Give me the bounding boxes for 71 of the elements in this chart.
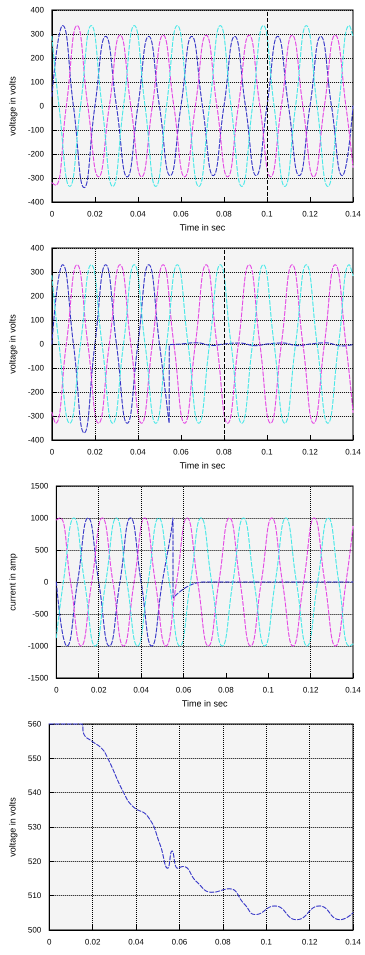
- x-tick-label: 0.06: [173, 210, 190, 218]
- x-tick-label: 0.12: [302, 938, 318, 946]
- y-tick-label: 500: [35, 546, 49, 554]
- x-tick-label: 0.14: [345, 448, 362, 456]
- x-tick-label: 0.08: [215, 938, 232, 946]
- y-tick-label: 1000: [30, 514, 49, 522]
- x-tick-label: 0.08: [216, 448, 232, 456]
- y-tick-label: 560: [28, 720, 42, 728]
- x-tick-label: 0.02: [84, 938, 101, 946]
- y-tick-label: -300: [28, 412, 44, 420]
- x-tick-label: 0.02: [90, 686, 108, 694]
- y-tick-label: 400: [30, 6, 44, 14]
- x-tick-label: 0.04: [130, 210, 146, 218]
- y-tick-label: 0: [44, 578, 49, 586]
- y-tick-label: 540: [28, 788, 42, 798]
- line-series: [56, 518, 354, 646]
- y-tick-label: 500: [28, 926, 42, 934]
- x-axis-title: Time in sec: [182, 698, 228, 708]
- y-tick-label: -300: [28, 174, 44, 182]
- x-axis-title: Time in sec: [180, 460, 226, 470]
- x-tick-label: 0.1: [262, 686, 274, 694]
- x-tick-label: 0.08: [218, 686, 234, 694]
- y-axis-title: voltage in volts: [8, 796, 18, 857]
- y-tick-label: -100: [28, 126, 44, 134]
- x-tick-label: 0.1: [261, 448, 274, 456]
- y-tick-label: -1500: [28, 674, 49, 682]
- y-tick-label: -200: [28, 150, 44, 158]
- y-axis-title: current in amp: [8, 553, 18, 611]
- y-tick-label: 100: [30, 78, 44, 86]
- y-tick-label: 520: [28, 856, 42, 866]
- y-tick-label: 510: [28, 891, 42, 900]
- x-tick-label: 0.12: [302, 448, 318, 456]
- y-tick-label: 0: [39, 340, 44, 348]
- y-tick-label: 100: [30, 316, 44, 324]
- x-tick-label: 0.06: [172, 938, 188, 946]
- x-tick-label: 0.04: [130, 448, 146, 456]
- y-tick-label: 1500: [30, 482, 49, 490]
- x-tick-label: 0.12: [302, 686, 319, 694]
- x-axis-title: Time in sec: [180, 222, 226, 232]
- y-axis-title: voltage in volts: [8, 314, 18, 374]
- y-tick-label: 200: [30, 292, 44, 300]
- y-tick-label: 200: [30, 54, 44, 62]
- x-tick-label: 0: [50, 448, 55, 456]
- x-tick-label: 0.1: [260, 938, 272, 946]
- x-tick-label: 0.14: [345, 686, 362, 694]
- x-tick-label: 0.14: [345, 938, 362, 946]
- x-tick-label: 0.1: [261, 210, 274, 218]
- y-tick-label: 300: [30, 30, 44, 38]
- x-tick-label: 0.02: [87, 210, 104, 218]
- x-tick-label: 0.04: [128, 938, 144, 946]
- y-tick-label: -500: [32, 610, 49, 618]
- y-tick-label: -100: [28, 364, 44, 372]
- x-tick-label: 0.14: [345, 210, 362, 218]
- y-tick-label: -1000: [28, 642, 49, 650]
- y-tick-label: 530: [28, 822, 42, 832]
- x-tick-label: 0.04: [133, 686, 150, 694]
- x-tick-label: 0.08: [216, 210, 232, 218]
- y-tick-label: 300: [30, 268, 44, 276]
- x-tick-label: 0.02: [87, 448, 104, 456]
- y-tick-label: 0: [39, 102, 44, 110]
- y-axis-title: voltage in volts: [8, 76, 18, 136]
- y-tick-label: 550: [28, 754, 42, 763]
- x-tick-label: 0.06: [176, 686, 192, 694]
- x-tick-label: 0.12: [302, 210, 318, 218]
- y-tick-label: -400: [28, 198, 44, 206]
- x-tick-label: 0.06: [173, 448, 190, 456]
- x-tick-label: 0: [50, 210, 55, 218]
- y-tick-label: -400: [28, 436, 44, 444]
- y-tick-label: -200: [28, 388, 44, 396]
- x-tick-label: 0: [54, 686, 60, 694]
- y-tick-label: 400: [30, 244, 44, 252]
